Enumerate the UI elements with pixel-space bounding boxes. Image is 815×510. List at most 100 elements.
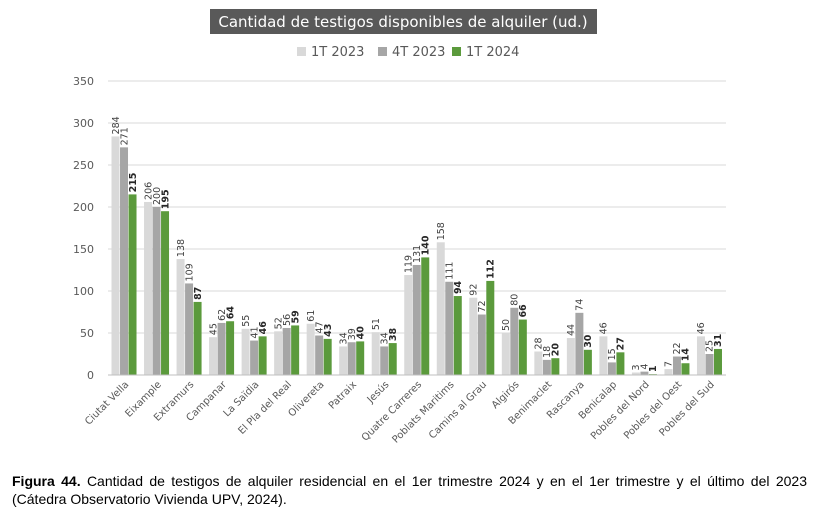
data-label: 18 <box>542 346 553 358</box>
legend-swatch <box>452 47 461 56</box>
data-label: 271 <box>119 127 130 145</box>
data-label: 138 <box>176 239 187 257</box>
bar <box>209 337 218 375</box>
bar <box>120 147 129 375</box>
bar <box>664 369 673 375</box>
category-label: Olivereta <box>287 379 327 419</box>
y-tick-label: 200 <box>73 201 94 214</box>
bar <box>185 283 194 375</box>
y-tick-label: 0 <box>87 369 94 382</box>
bar <box>696 336 705 375</box>
data-label: 119 <box>404 255 415 273</box>
bar <box>705 354 714 375</box>
caption-text: Cantidad de testigos de alquiler residen… <box>12 473 807 507</box>
bar <box>575 312 584 375</box>
data-label: 111 <box>445 262 456 280</box>
bar <box>193 301 202 375</box>
data-label: 66 <box>518 304 529 318</box>
bar <box>518 319 527 375</box>
bar <box>713 348 722 375</box>
data-label: 1 <box>648 366 659 373</box>
legend-label: 1T 2024 <box>466 45 519 60</box>
data-label: 45 <box>208 323 219 335</box>
data-label: 34 <box>379 332 390 344</box>
bar <box>631 372 640 375</box>
data-label: 59 <box>290 310 301 323</box>
bar <box>672 356 681 375</box>
bar <box>291 325 300 375</box>
data-label: 64 <box>225 306 236 320</box>
bar <box>176 259 185 375</box>
data-label: 94 <box>453 280 464 294</box>
bar <box>477 314 486 375</box>
bar <box>486 280 495 375</box>
data-label: 200 <box>152 187 163 205</box>
bar <box>152 207 161 375</box>
data-label: 55 <box>241 315 252 327</box>
data-label: 27 <box>616 337 627 350</box>
legend-swatch <box>297 47 306 56</box>
data-label: 52 <box>273 317 284 329</box>
category-label: Jesús <box>364 379 391 406</box>
bar <box>616 352 625 375</box>
data-label: 28 <box>534 337 545 349</box>
bar <box>412 264 421 375</box>
caption-label: Figura 44. <box>12 473 81 489</box>
bar <box>681 363 690 375</box>
legend-label: 4T 2023 <box>392 45 445 60</box>
category-label: Ciutat Vella <box>83 379 131 427</box>
x-axis: Ciutat VellaEixampleExtramursCampanarLa … <box>83 374 726 446</box>
bar <box>217 322 226 375</box>
data-label: 50 <box>501 319 512 331</box>
data-label: 72 <box>477 300 488 312</box>
bar <box>501 333 510 375</box>
data-label: 43 <box>323 324 334 337</box>
figure-caption: Figura 44. Cantidad de testigos de alqui… <box>12 472 807 508</box>
bar <box>356 341 365 375</box>
data-label: 22 <box>672 342 683 354</box>
data-label: 46 <box>258 321 269 335</box>
y-tick-label: 150 <box>73 243 94 256</box>
data-label: 44 <box>566 324 577 336</box>
data-label: 7 <box>664 361 675 367</box>
data-label: 38 <box>388 327 399 341</box>
bar <box>241 328 250 375</box>
bar <box>640 371 649 375</box>
bar <box>542 359 551 375</box>
bar <box>128 194 137 375</box>
data-label: 51 <box>371 318 382 330</box>
data-label: 158 <box>436 222 447 240</box>
data-label: 41 <box>249 326 260 338</box>
bar <box>226 321 235 375</box>
chart-title-box <box>210 9 597 34</box>
bar <box>250 340 259 375</box>
y-tick-label: 100 <box>73 285 94 298</box>
data-label: 25 <box>705 340 716 352</box>
data-label: 131 <box>412 245 423 263</box>
bar <box>347 342 356 375</box>
bars <box>111 136 722 375</box>
y-tick-label: 250 <box>73 159 94 172</box>
category-label: Pobles del Oest <box>622 379 684 441</box>
data-label: 140 <box>421 235 432 255</box>
data-label: 30 <box>583 334 594 348</box>
bar <box>388 343 397 375</box>
data-label: 284 <box>111 116 122 134</box>
bar <box>599 336 608 375</box>
bar <box>161 211 170 375</box>
category-label: Camins al Grau <box>427 379 489 441</box>
bar <box>282 327 291 375</box>
y-axis: 0 50 100 150 200 250 300 350 <box>73 75 94 382</box>
bar <box>323 338 332 375</box>
data-label: 74 <box>575 299 586 311</box>
data-label: 31 <box>713 334 724 347</box>
bar <box>469 297 478 375</box>
data-label: 92 <box>469 284 480 296</box>
data-label: 206 <box>143 182 154 200</box>
data-label: 87 <box>193 287 204 300</box>
bar <box>144 201 153 375</box>
data-label: 80 <box>510 294 521 306</box>
data-label: 14 <box>681 348 692 362</box>
bar <box>274 331 283 375</box>
